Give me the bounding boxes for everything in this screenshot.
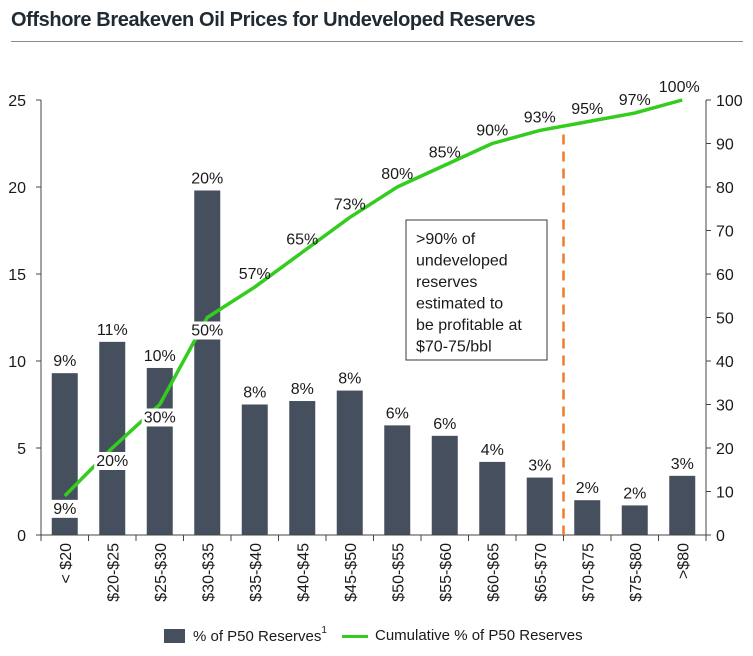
- line-data-label-bg: [46, 499, 83, 518]
- bar-data-label: 8%: [338, 371, 361, 388]
- annotation-line: undeveloped: [416, 253, 508, 270]
- line-data-label: 100%: [659, 79, 700, 96]
- bar-11: [526, 477, 553, 535]
- bar-data-label: 3%: [671, 456, 694, 473]
- bar-8: [384, 425, 411, 535]
- legend-swatch-bar: [164, 629, 185, 643]
- y-right-tick-label: 40: [716, 354, 734, 371]
- line-data-label-bg: [189, 321, 226, 340]
- bar-14: [669, 475, 696, 535]
- bar-data-label: 20%: [191, 170, 223, 187]
- y-left-tick-label: 20: [8, 180, 26, 197]
- x-tick-label: $75-$80: [628, 543, 645, 602]
- line-data-label: 85%: [429, 144, 461, 161]
- line-data-label: 57%: [239, 266, 271, 283]
- x-tick-label: < $20: [58, 543, 75, 584]
- y-left-tick-label: 5: [17, 441, 26, 458]
- y-left-tick-label: 0: [17, 528, 26, 545]
- y-right-tick-label: 50: [716, 311, 734, 328]
- legend-label-bar: % of P50 Reserves1: [193, 625, 327, 645]
- annotation-group: >90% of undeveloped reserves estimated to be…: [405, 219, 548, 361]
- bar-6: [289, 401, 316, 535]
- line-series: [63, 98, 683, 498]
- line-data-label: 20%: [96, 453, 128, 470]
- annotation-box: [405, 219, 548, 361]
- x-tick-label: $25-$30: [153, 543, 170, 602]
- x-tick-label: $50-$55: [390, 543, 407, 602]
- line-data-label: 9%: [53, 501, 76, 518]
- bar-data-label: 2%: [576, 480, 599, 497]
- line-data-label: 80%: [381, 166, 413, 183]
- bar-data-label: 10%: [144, 348, 176, 365]
- y-right-tick-label: 80: [716, 180, 734, 197]
- y-right-tick-label: 60: [716, 267, 734, 284]
- y-right-tick-label: 20: [716, 441, 734, 458]
- y-left-tick-label: 15: [8, 267, 26, 284]
- y-left-tick-label: 25: [8, 93, 26, 110]
- annotation-line: >90% of: [416, 231, 476, 248]
- bar-data-label: 9%: [53, 353, 76, 370]
- cumulative-line: [63, 98, 683, 498]
- line-data-label: 93%: [524, 109, 556, 126]
- y-right-tick-label: 100: [716, 93, 743, 110]
- x-tick-label: $60-$65: [485, 543, 502, 602]
- annotation-line: $70-75/bbl: [416, 339, 492, 356]
- y-right-tick-label: 70: [716, 224, 734, 241]
- annotation-line: estimated to: [416, 296, 503, 313]
- bar-10: [479, 461, 506, 535]
- line-data-label: 90%: [476, 123, 508, 140]
- y-right-tick-label: 90: [716, 137, 734, 154]
- bar-data-label: 6%: [386, 405, 409, 422]
- x-tick-label: $45-$50: [343, 543, 360, 602]
- bar-data-label: 8%: [291, 381, 314, 398]
- bar-3: [146, 367, 173, 535]
- bar-5: [241, 404, 268, 535]
- line-data-label-bg: [141, 408, 178, 427]
- annotation-line: reserves: [416, 274, 477, 291]
- bar-data-label: 3%: [528, 458, 551, 475]
- bar-series: [51, 190, 696, 536]
- legend-label-line: Cumulative % of P50 Reserves: [375, 627, 583, 644]
- bar-data-label: 8%: [243, 385, 266, 402]
- x-tick-label: $70-$75: [580, 543, 597, 602]
- x-tick-label: $55-$60: [438, 543, 455, 602]
- y-left-tick-label: 10: [8, 354, 26, 371]
- bar-13: [621, 505, 648, 535]
- line-data-label: 73%: [334, 196, 366, 213]
- x-tick-label: $35-$40: [248, 543, 265, 602]
- legend: % of P50 Reserves1 Cumulative % of P50 R…: [0, 624, 753, 650]
- line-data-label: 50%: [191, 323, 223, 340]
- line-data-label: 97%: [619, 92, 651, 109]
- title-rule: [11, 41, 743, 42]
- axes: 0 5 10 15 20 25 0 10 20 30 40 50 60 70 80 90 100 < $20 $20…: [8, 93, 743, 602]
- x-tick-label: $20-$25: [105, 543, 122, 602]
- y-right-tick-label: 30: [716, 398, 734, 415]
- legend-swatch-line: [342, 635, 368, 638]
- y-right-tick-label: 0: [716, 528, 725, 545]
- x-tick-label: $40-$45: [295, 543, 312, 602]
- annotation-line: be profitable at: [416, 317, 522, 334]
- data-labels: 9% 11% 10% 20% 8% 8% 8% 6% 6% 4% 3% 2% 2% 3% 9% 20% 30% 5…: [46, 79, 700, 518]
- line-data-label-bg: [94, 452, 131, 470]
- x-tick-label: >$80: [675, 543, 692, 579]
- bar-9: [431, 435, 458, 535]
- line-data-label: 65%: [286, 231, 318, 248]
- y-right-tick-label: 10: [716, 485, 734, 502]
- bar-data-label: 4%: [481, 442, 504, 459]
- line-data-label: 30%: [144, 410, 176, 427]
- bar-data-label: 2%: [623, 485, 646, 502]
- x-tick-label: $30-$35: [200, 543, 217, 602]
- bar-data-label: 11%: [97, 322, 128, 339]
- bar-4: [194, 190, 221, 536]
- bar-12: [574, 500, 601, 535]
- line-data-label: 95%: [571, 101, 603, 118]
- x-tick-label: $65-$70: [533, 543, 550, 602]
- chart-title: Offshore Breakeven Oil Prices for Undeve…: [11, 9, 536, 31]
- bar-data-label: 6%: [433, 416, 456, 433]
- bar-7: [336, 390, 363, 535]
